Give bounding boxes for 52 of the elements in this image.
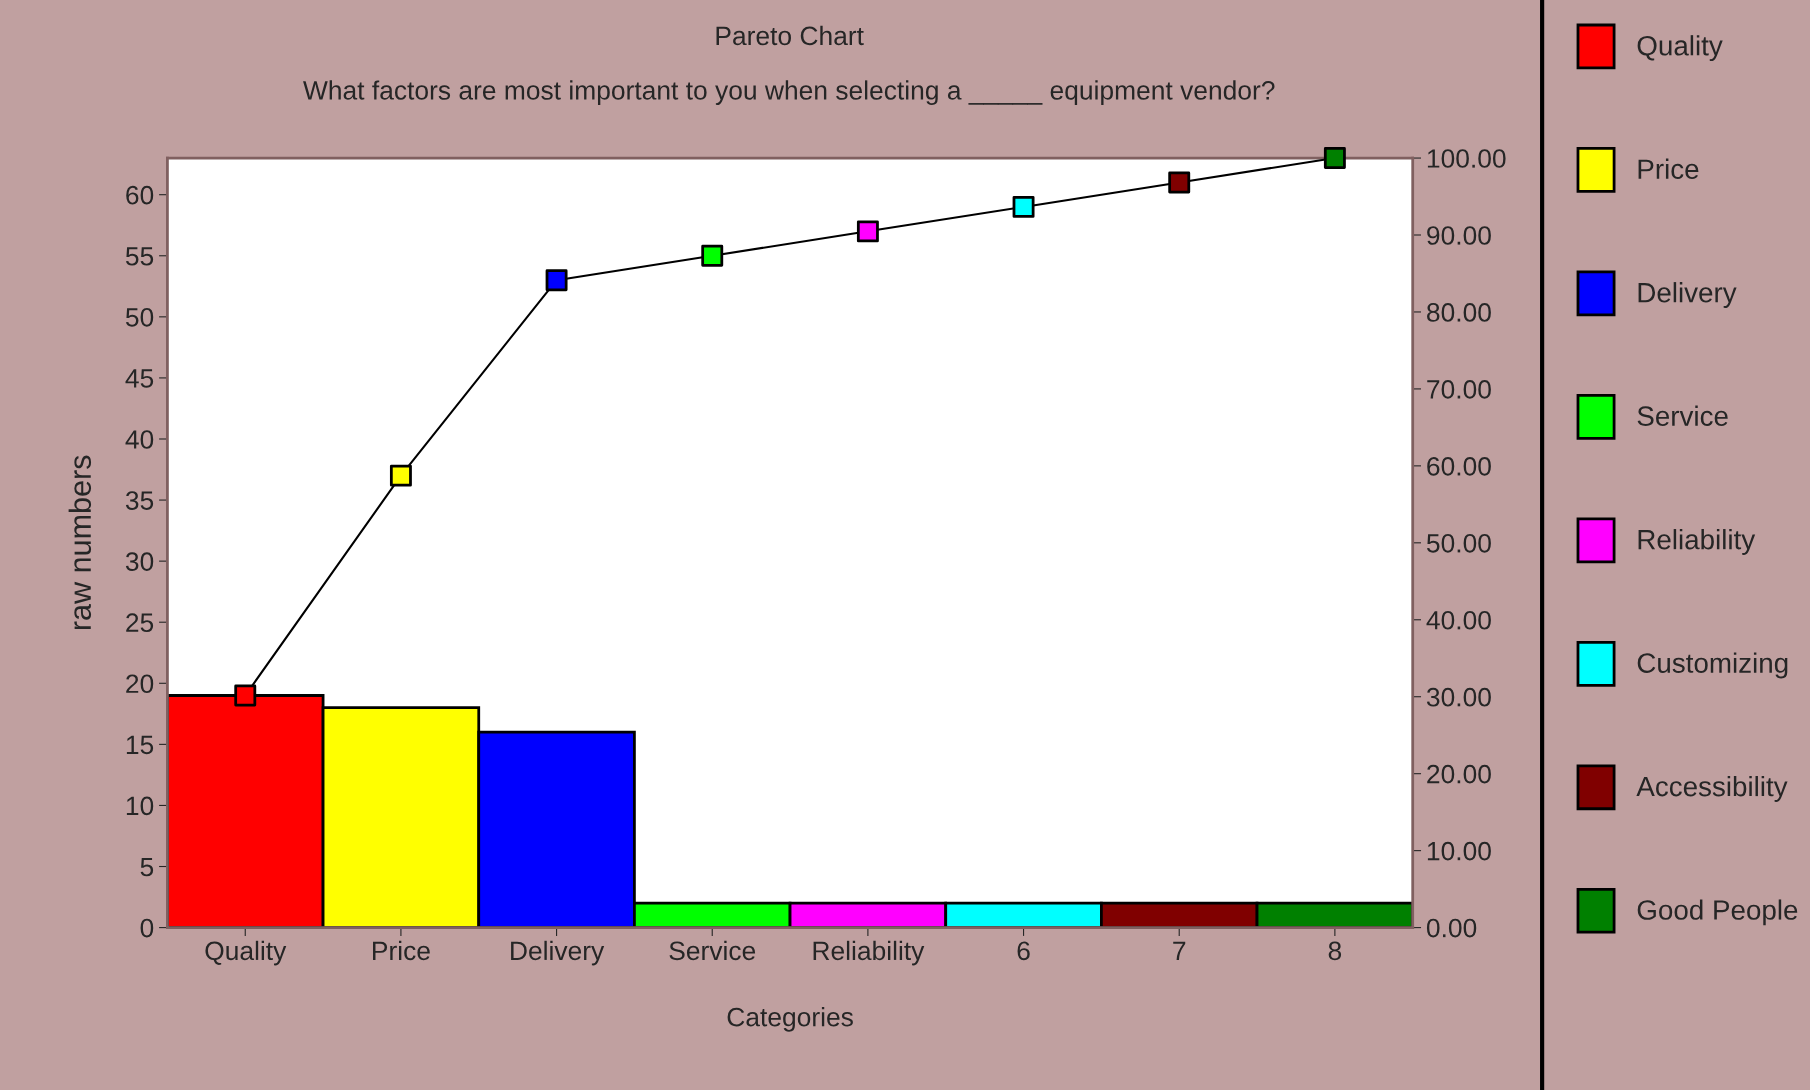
- legend-label: Price: [1638, 158, 1699, 180]
- y-tick-label: 50: [125, 307, 154, 327]
- y2-tick-label: 100.00: [1427, 149, 1506, 168]
- y-tick-label: 15: [126, 735, 154, 755]
- y2-tick-label: 40.00: [1426, 610, 1491, 630]
- y2-tick-label: 30.00: [1426, 687, 1491, 707]
- point: [545, 269, 568, 292]
- point: [234, 684, 257, 707]
- x-tick-label: Delivery: [511, 940, 605, 966]
- x-tick-label: Price: [373, 940, 430, 961]
- point: [856, 220, 879, 243]
- legend-label: Reliability: [1638, 529, 1756, 555]
- y2-tick-label: 20.00: [1427, 764, 1491, 784]
- y-tick-label: 5: [140, 857, 154, 877]
- y-tick-label: 25: [126, 613, 154, 633]
- legend-label: Customizing: [1637, 652, 1788, 679]
- legend-label: Delivery: [1638, 282, 1737, 308]
- point: [701, 244, 724, 267]
- y-tick-label: 40: [125, 430, 154, 449]
- x-tick-label: 7: [1173, 941, 1186, 960]
- y2-tick-label: 60.00: [1427, 457, 1491, 476]
- legend-label: Accessibility: [1636, 775, 1788, 802]
- y2-tick-label: 70.00: [1427, 380, 1491, 399]
- point: [1012, 195, 1035, 218]
- y-tick-label: 10: [126, 796, 154, 816]
- y-tick-label: 20: [126, 674, 154, 694]
- y2-tick-label: 0.00: [1426, 918, 1477, 938]
- chart-subtitle: What factors are most important to you when selecting a _____ equipment vendor?: [303, 80, 1275, 105]
- x-tick-label: 8: [1328, 941, 1342, 961]
- y-tick-label: 0: [140, 918, 154, 938]
- y-tick-label: 35: [125, 491, 154, 510]
- legend-label: Service: [1637, 405, 1728, 426]
- x-tick-label: 6: [1017, 941, 1030, 961]
- y-tick-label: 55: [125, 247, 154, 266]
- y2-tick-label: 10.00: [1427, 841, 1491, 861]
- legend-label: Quality: [1637, 35, 1723, 62]
- x-tick-label: Reliability: [813, 940, 925, 966]
- y2-tick-label: 50.00: [1426, 533, 1491, 553]
- y-axis-title: raw numbers: [68, 455, 92, 630]
- x-tick-label: Service: [669, 940, 756, 961]
- point: [1323, 147, 1346, 170]
- x-tick-label: Quality: [205, 940, 287, 966]
- y-tick-label: 45: [125, 369, 154, 388]
- point: [389, 464, 412, 487]
- x-axis-title: Categories: [727, 1007, 853, 1032]
- chart-title: Pareto Chart: [716, 25, 864, 46]
- y2-tick-label: 90.00: [1427, 226, 1491, 245]
- y-tick-label: 60: [126, 185, 154, 205]
- y-tick-label: 30: [125, 552, 154, 571]
- legend-label: Good People: [1637, 899, 1798, 926]
- point: [1168, 171, 1191, 194]
- y2-tick-label: 80.00: [1427, 303, 1491, 322]
